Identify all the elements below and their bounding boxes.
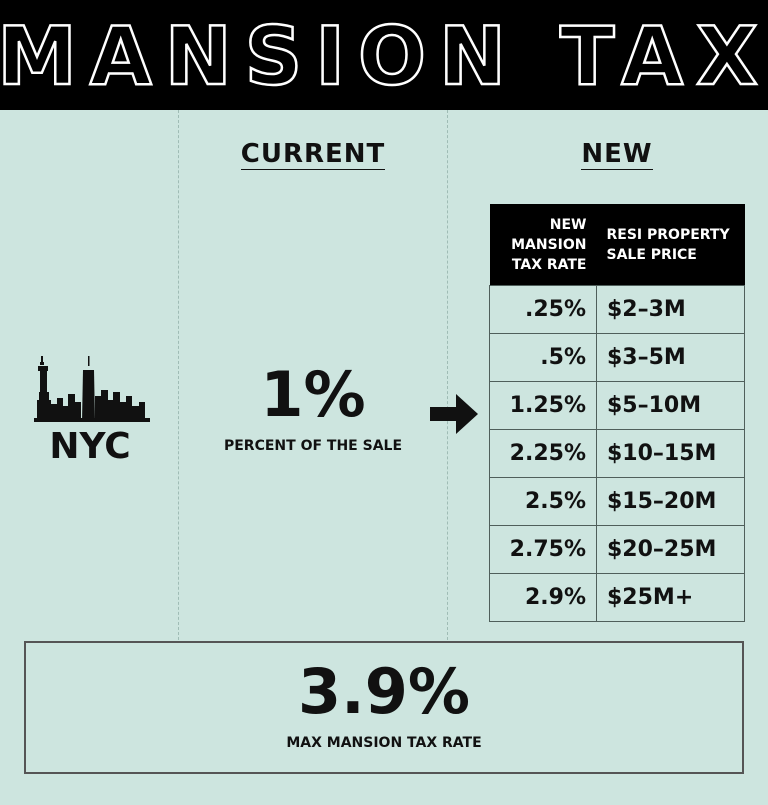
rate-cell: 1.25% <box>489 381 597 430</box>
price-cell: $3–5M <box>596 333 745 382</box>
table-row: .5% $3–5M <box>489 333 745 382</box>
rate-cell: 2.25% <box>489 429 597 478</box>
price-cell: $25M+ <box>596 573 745 622</box>
header-bar: MANSION TAX <box>0 0 768 110</box>
rate-cell: .5% <box>489 333 597 382</box>
rate-cell: 2.75% <box>489 525 597 574</box>
table-row: 2.9% $25M+ <box>489 573 745 622</box>
price-cell: $10–15M <box>596 429 745 478</box>
city-label: NYC <box>49 426 131 467</box>
rate-cell: 2.9% <box>489 573 597 622</box>
current-rate-caption: PERCENT OF THE SALE <box>223 438 403 454</box>
table-header-row: NEW MANSION TAX RATE RESI PROPERTY SALE … <box>489 204 745 286</box>
current-rate-value: 1% <box>260 358 366 431</box>
column-divider <box>447 110 448 640</box>
table-row: 2.25% $10–15M <box>489 429 745 478</box>
table-row: 1.25% $5–10M <box>489 381 745 430</box>
column-header-price: RESI PROPERTY SALE PRICE <box>596 204 745 286</box>
page-title: MANSION TAX <box>0 10 768 103</box>
rate-cell: .25% <box>489 285 597 334</box>
max-rate-box: 3.9% MAX MANSION TAX RATE <box>24 641 744 774</box>
price-cell: $20–25M <box>596 525 745 574</box>
column-divider <box>178 110 179 640</box>
new-heading: NEW <box>489 138 745 170</box>
current-heading-label: CURRENT <box>240 139 386 170</box>
column-header-rate: NEW MANSION TAX RATE <box>489 204 597 286</box>
nyc-skyline-icon <box>34 356 150 422</box>
price-cell: $2–3M <box>596 285 745 334</box>
table-row: .25% $2–3M <box>489 285 745 334</box>
max-rate-caption: MAX MANSION TAX RATE <box>286 735 482 751</box>
price-cell: $5–10M <box>596 381 745 430</box>
rate-table: NEW MANSION TAX RATE RESI PROPERTY SALE … <box>489 204 745 622</box>
max-rate-value: 3.9% <box>298 655 470 728</box>
table-row: 2.5% $15–20M <box>489 477 745 526</box>
new-heading-label: NEW <box>581 139 653 170</box>
table-row: 2.75% $20–25M <box>489 525 745 574</box>
arrow-right-icon <box>430 394 478 434</box>
price-cell: $15–20M <box>596 477 745 526</box>
rate-cell: 2.5% <box>489 477 597 526</box>
current-heading: CURRENT <box>180 138 446 170</box>
